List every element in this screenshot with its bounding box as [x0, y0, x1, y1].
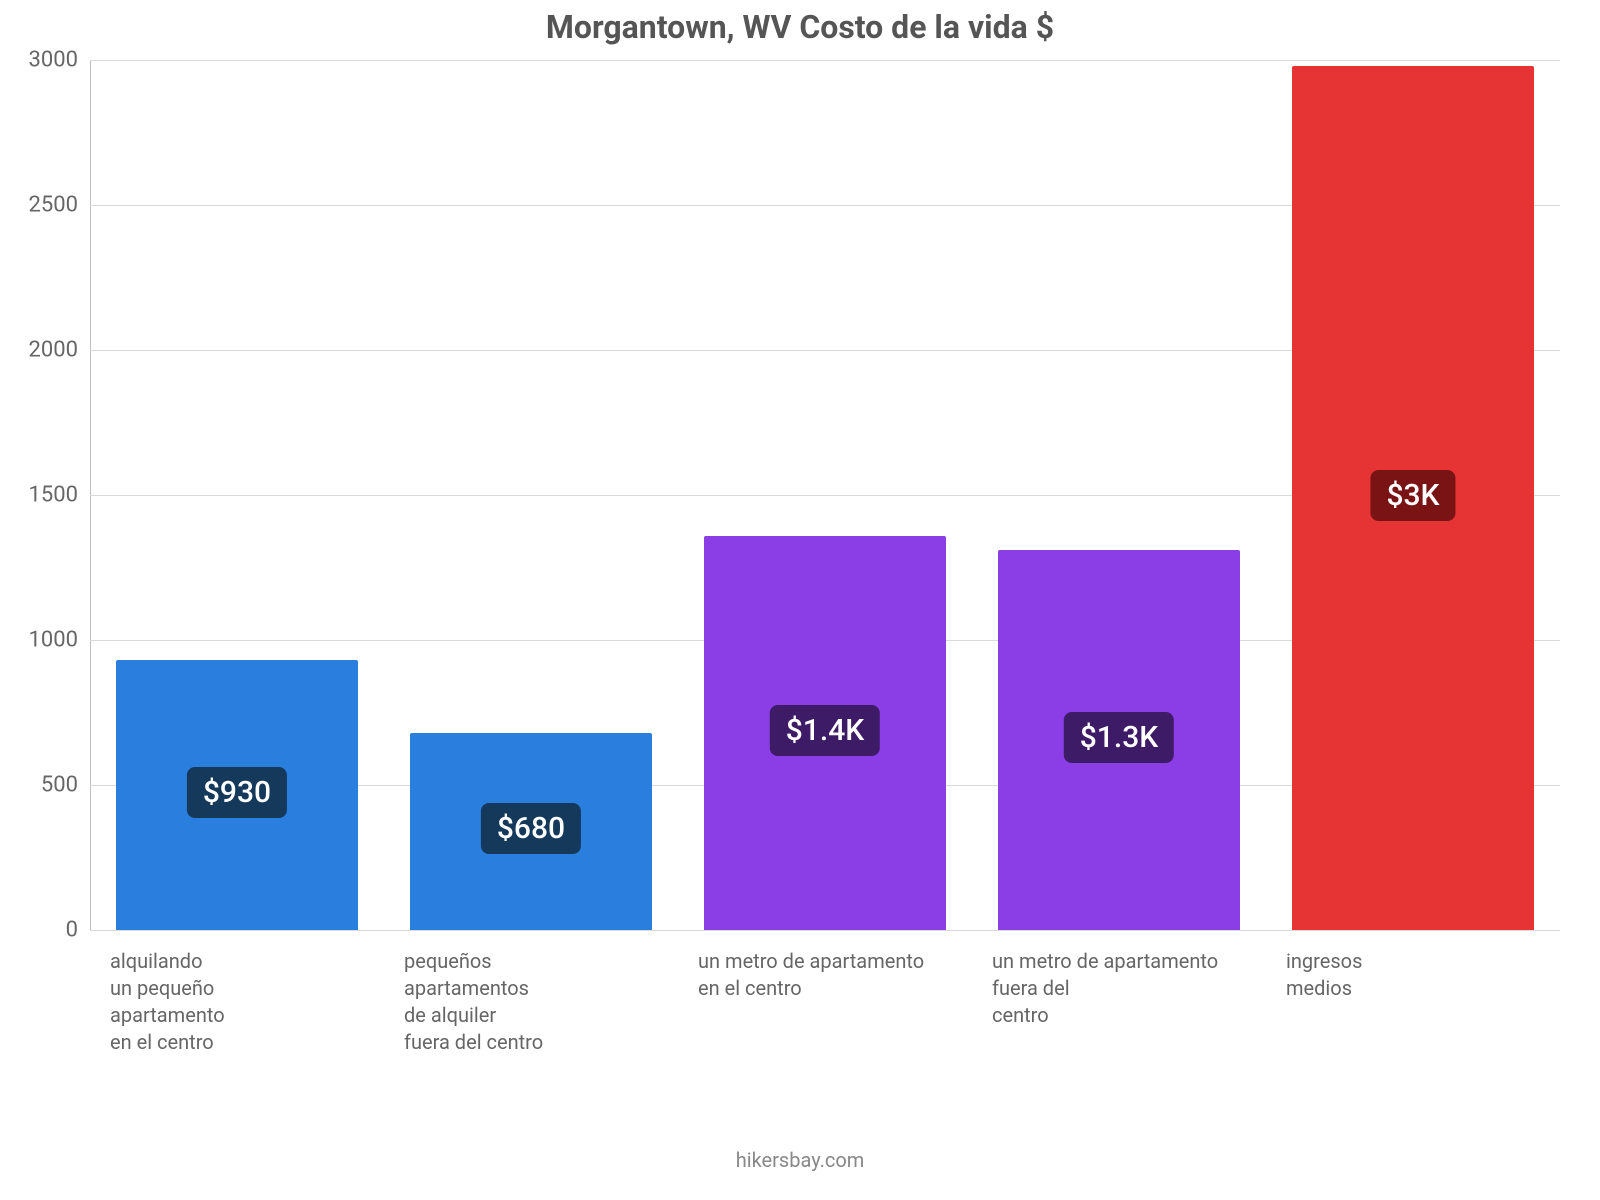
bar-value-badge: $930	[187, 767, 287, 818]
bars-container: $930 $680 $1.4K $1.3K $3K	[90, 60, 1560, 930]
bar: $3K	[1292, 66, 1533, 930]
bar-value-badge: $680	[481, 803, 581, 854]
cost-of-living-chart: Morgantown, WV Costo de la vida $ $930 $6…	[0, 0, 1600, 1200]
x-label-slot: ingresos medios	[1266, 948, 1560, 1056]
plot-area: $930 $680 $1.4K $1.3K $3K	[90, 60, 1560, 930]
x-label-slot: un metro de apartamento en el centro	[678, 948, 972, 1056]
chart-title: Morgantown, WV Costo de la vida $	[0, 8, 1600, 46]
x-axis-label: pequeños apartamentos de alquiler fuera …	[404, 948, 543, 1056]
bar-slot: $1.3K	[972, 60, 1266, 930]
y-tick-label: 500	[0, 773, 78, 798]
bar-slot: $1.4K	[678, 60, 972, 930]
bar-slot: $680	[384, 60, 678, 930]
y-tick-label: 2000	[0, 338, 78, 363]
x-label-slot: pequeños apartamentos de alquiler fuera …	[384, 948, 678, 1056]
x-axis-label: un metro de apartamento en el centro	[698, 948, 924, 1056]
y-tick-label: 3000	[0, 48, 78, 73]
bar: $680	[410, 733, 651, 930]
bar: $1.4K	[704, 536, 945, 930]
x-label-slot: alquilando un pequeño apartamento en el …	[90, 948, 384, 1056]
bar: $1.3K	[998, 550, 1239, 930]
x-axis-label: un metro de apartamento fuera del centro	[992, 948, 1218, 1056]
x-axis-labels: alquilando un pequeño apartamento en el …	[90, 948, 1560, 1056]
y-tick-label: 1500	[0, 483, 78, 508]
bar-slot: $930	[90, 60, 384, 930]
x-label-slot: un metro de apartamento fuera del centro	[972, 948, 1266, 1056]
bar-slot: $3K	[1266, 60, 1560, 930]
y-tick-label: 0	[0, 918, 78, 943]
x-axis-label: ingresos medios	[1286, 948, 1362, 1056]
x-axis-label: alquilando un pequeño apartamento en el …	[110, 948, 225, 1056]
y-tick-label: 2500	[0, 193, 78, 218]
bar-value-badge: $1.4K	[770, 705, 880, 756]
y-tick-label: 1000	[0, 628, 78, 653]
bar-value-badge: $3K	[1370, 470, 1455, 521]
bar: $930	[116, 660, 357, 930]
gridline	[90, 930, 1560, 931]
chart-footer: hikersbay.com	[0, 1148, 1600, 1172]
bar-value-badge: $1.3K	[1064, 712, 1174, 763]
